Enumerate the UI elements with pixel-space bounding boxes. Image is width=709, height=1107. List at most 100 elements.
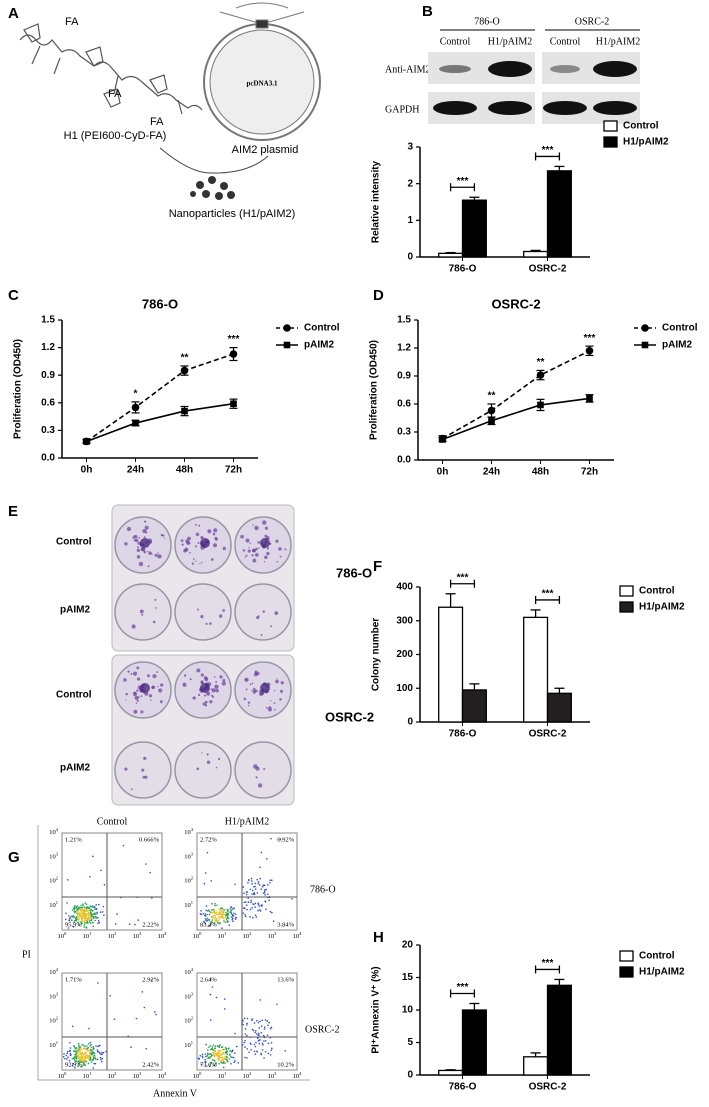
x-tick-label: 101 — [218, 1071, 227, 1080]
event-dot — [222, 916, 224, 918]
colony — [274, 611, 279, 615]
event-dot — [269, 881, 271, 884]
event-dot — [212, 1049, 215, 1051]
event-dot — [89, 916, 92, 919]
event-dot — [81, 1065, 83, 1068]
colony — [148, 551, 152, 555]
event-dot — [258, 884, 261, 886]
tick-base: 10 — [49, 878, 56, 885]
event-dot — [235, 916, 237, 919]
legend-swatch — [619, 966, 634, 978]
event-dot — [260, 1053, 263, 1056]
event-dot — [89, 1054, 91, 1056]
event-dot — [227, 1048, 230, 1050]
event-dot — [90, 905, 93, 908]
colony — [262, 610, 265, 613]
colony — [221, 681, 226, 686]
legend-swatch — [603, 120, 618, 132]
colony — [278, 547, 282, 551]
event-dot — [75, 1051, 78, 1053]
event-dot — [266, 1020, 269, 1022]
colony — [251, 689, 253, 692]
event-dot — [87, 1062, 90, 1065]
y-tick-label: 102 — [49, 1016, 58, 1025]
quadrant-percent: 0.666% — [139, 836, 160, 843]
event-dot — [68, 919, 71, 921]
colony — [181, 543, 184, 546]
event-dot — [91, 915, 93, 918]
event-dot — [208, 910, 211, 913]
tick-exponent: 2 — [56, 876, 58, 881]
colony — [157, 685, 159, 688]
event-dot — [210, 1053, 213, 1055]
event-dot — [213, 910, 215, 913]
chart-title: 786-O — [142, 296, 178, 311]
bar — [546, 984, 572, 1076]
event-dot — [246, 1057, 248, 1059]
event-dot — [90, 909, 93, 911]
event-dot — [257, 1034, 260, 1036]
event-dot — [269, 879, 271, 882]
colony — [143, 756, 147, 761]
event-dot — [220, 913, 223, 916]
colony — [205, 622, 208, 625]
tick-exponent: 4 — [299, 1071, 302, 1076]
significance-label: ** — [181, 353, 189, 364]
event-dot — [99, 911, 102, 913]
colony — [254, 670, 258, 673]
colony — [257, 615, 260, 618]
y-tick-label: 100 — [396, 683, 413, 694]
legend-swatch — [619, 585, 634, 597]
event-dot — [91, 1049, 93, 1051]
y-tick-label: 103 — [184, 991, 194, 1000]
colony — [126, 526, 132, 532]
event-dot — [220, 907, 222, 909]
colony — [210, 558, 214, 561]
colony — [244, 677, 249, 682]
event-dot — [90, 1061, 93, 1063]
event-dot — [264, 901, 267, 903]
colony — [251, 548, 256, 553]
colony — [257, 541, 260, 544]
legend-label: Control — [304, 323, 340, 334]
event-dot — [88, 1057, 91, 1060]
event-dot — [251, 893, 253, 895]
event-dot — [74, 904, 76, 907]
event-dot — [85, 1054, 88, 1057]
event-dot — [248, 879, 250, 882]
event-dot — [225, 1048, 228, 1051]
event-dot — [150, 979, 153, 981]
event-dot — [128, 923, 131, 925]
event-dot — [237, 1061, 240, 1064]
chart-title: OSRC-2 — [491, 296, 540, 311]
colony — [255, 547, 258, 551]
event-dot — [253, 1050, 256, 1053]
event-dot — [224, 1052, 227, 1055]
marker — [439, 436, 446, 443]
colony — [137, 546, 139, 549]
event-dot — [213, 1059, 215, 1061]
event-dot — [244, 1056, 246, 1059]
colony — [212, 532, 216, 536]
event-dot — [200, 910, 202, 912]
y-tick-label: 1.2 — [41, 342, 55, 353]
event-dot — [269, 910, 272, 913]
colony — [253, 672, 258, 677]
event-dot — [82, 903, 84, 905]
y-tick-label: 0 — [407, 252, 413, 263]
event-dot — [81, 918, 84, 920]
y-tick-label: 0.0 — [397, 455, 411, 466]
plate-row-label: Control — [56, 537, 92, 548]
tick-exponent: 4 — [56, 827, 59, 832]
event-dot — [96, 911, 98, 914]
event-dot — [256, 878, 258, 881]
colony — [138, 561, 144, 567]
event-dot — [200, 913, 203, 916]
event-dot — [209, 911, 212, 914]
event-dot — [250, 1043, 252, 1045]
y-tick-label: 1.2 — [397, 343, 411, 354]
significance-label: ** — [488, 391, 496, 402]
colony — [222, 678, 226, 682]
tick-base: 10 — [184, 878, 191, 885]
